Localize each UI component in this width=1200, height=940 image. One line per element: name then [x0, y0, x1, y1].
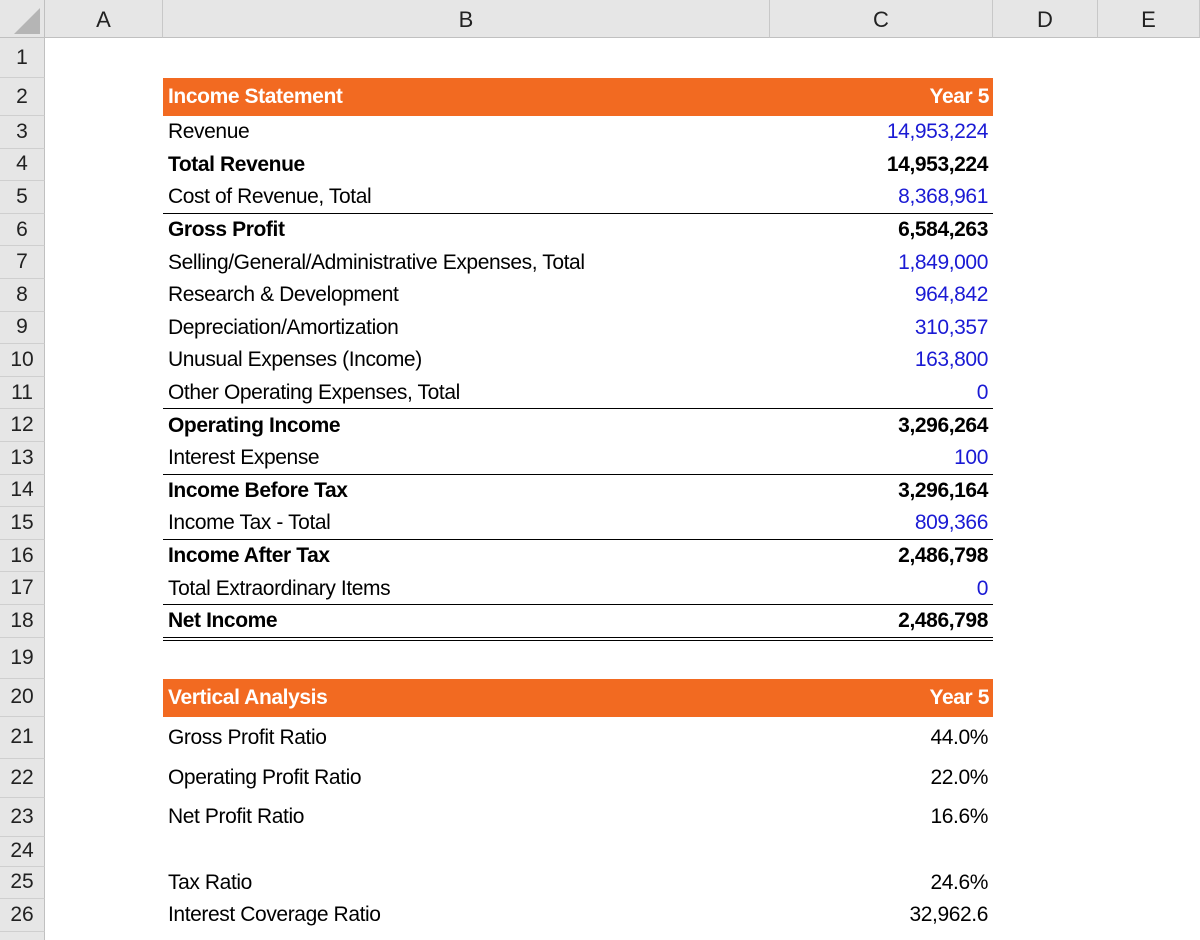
row-header[interactable]: 26: [0, 899, 45, 932]
row-header[interactable]: 20: [0, 679, 45, 717]
line-item-value: 964,842: [915, 279, 988, 312]
line-item-label: Revenue: [168, 116, 249, 149]
line-item-value: 809,366: [915, 507, 988, 540]
row-header[interactable]: [0, 932, 45, 940]
line-item-label: Other Operating Expenses, Total: [168, 377, 460, 410]
line-item-value: 32,962.6: [909, 899, 988, 932]
row-header[interactable]: 14: [0, 475, 45, 508]
column-header[interactable]: C: [770, 0, 993, 38]
line-item-value: 163,800: [915, 344, 988, 377]
line-item-value: 24.6%: [930, 867, 988, 899]
line-item-value: 0: [977, 377, 988, 410]
column-header[interactable]: D: [993, 0, 1098, 38]
row-border: [163, 604, 993, 605]
row-header[interactable]: 3: [0, 116, 45, 149]
line-item-label: Income After Tax: [168, 540, 330, 573]
row-header[interactable]: 4: [0, 149, 45, 182]
row-header[interactable]: 12: [0, 409, 45, 442]
row-header[interactable]: 21: [0, 717, 45, 759]
row-header[interactable]: 18: [0, 605, 45, 638]
line-item-label: Gross Profit Ratio: [168, 717, 327, 759]
line-item-label: Interest Coverage Ratio: [168, 899, 381, 932]
column-header[interactable]: E: [1098, 0, 1200, 38]
row-header[interactable]: 10: [0, 344, 45, 377]
row-header[interactable]: 8: [0, 279, 45, 312]
line-item-label: Gross Profit: [168, 214, 285, 247]
row-header[interactable]: 11: [0, 377, 45, 410]
row-header[interactable]: 19: [0, 638, 45, 679]
select-all[interactable]: [0, 0, 45, 38]
line-item-value: 0: [977, 572, 988, 605]
row-header[interactable]: 22: [0, 759, 45, 798]
line-item-label: Selling/General/Administrative Expenses,…: [168, 246, 585, 279]
line-item-value: 44.0%: [930, 717, 988, 759]
line-item-value: 6,584,263: [898, 214, 988, 247]
row-header[interactable]: 7: [0, 246, 45, 279]
line-item-value: 2,486,798: [898, 605, 988, 638]
section-title: Income Statement: [168, 78, 342, 116]
line-item-value: 1,849,000: [898, 246, 988, 279]
row-header[interactable]: 2: [0, 78, 45, 116]
line-item-label: Depreciation/Amortization: [168, 312, 398, 345]
line-item-value: 310,357: [915, 312, 988, 345]
row-header[interactable]: 17: [0, 572, 45, 605]
period-header: Year 5: [930, 78, 990, 116]
row-header[interactable]: 13: [0, 442, 45, 475]
row-header[interactable]: 24: [0, 837, 45, 867]
line-item-value: 3,296,264: [898, 409, 988, 442]
line-item-label: Unusual Expenses (Income): [168, 344, 422, 377]
line-item-label: Net Income: [168, 605, 277, 638]
row-header[interactable]: 25: [0, 867, 45, 899]
line-item-label: Net Profit Ratio: [168, 798, 304, 837]
row-border: [163, 213, 993, 214]
select-all-icon: [0, 0, 45, 38]
period-header: Year 5: [930, 679, 990, 717]
line-item-value: 14,953,224: [887, 149, 988, 182]
line-item-label: Research & Development: [168, 279, 399, 312]
line-item-value: 2,486,798: [898, 540, 988, 573]
column-header[interactable]: B: [163, 0, 770, 38]
line-item-label: Total Revenue: [168, 149, 305, 182]
line-item-label: Income Tax - Total: [168, 507, 330, 540]
line-item-value: 14,953,224: [887, 116, 988, 149]
line-item-label: Cost of Revenue, Total: [168, 181, 371, 214]
line-item-label: Operating Profit Ratio: [168, 759, 361, 798]
column-header[interactable]: A: [45, 0, 163, 38]
line-item-label: Operating Income: [168, 409, 340, 442]
line-item-label: Interest Expense: [168, 442, 319, 475]
line-item-value: 3,296,164: [898, 475, 988, 508]
line-item-value: 100: [954, 442, 988, 475]
row-header[interactable]: 9: [0, 312, 45, 345]
section-title: Vertical Analysis: [168, 679, 327, 717]
row-header[interactable]: 1: [0, 38, 45, 78]
line-item-value: 8,368,961: [898, 181, 988, 214]
line-item-label: Tax Ratio: [168, 867, 252, 899]
line-item-value: 22.0%: [930, 759, 988, 798]
row-border: [163, 637, 993, 641]
line-item-label: Income Before Tax: [168, 475, 348, 508]
row-header[interactable]: 5: [0, 181, 45, 214]
line-item-value: 16.6%: [930, 798, 988, 837]
row-header[interactable]: 15: [0, 507, 45, 540]
row-header[interactable]: 16: [0, 540, 45, 573]
row-header[interactable]: 6: [0, 214, 45, 247]
row-header[interactable]: 23: [0, 798, 45, 837]
line-item-label: Total Extraordinary Items: [168, 572, 390, 605]
